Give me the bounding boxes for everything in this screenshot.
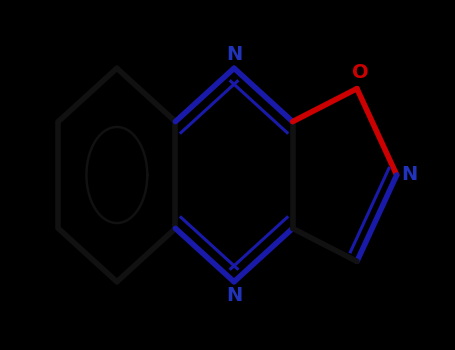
Text: N: N	[226, 45, 242, 64]
Text: N: N	[226, 286, 242, 305]
Text: O: O	[352, 63, 369, 82]
Text: N: N	[401, 166, 417, 184]
